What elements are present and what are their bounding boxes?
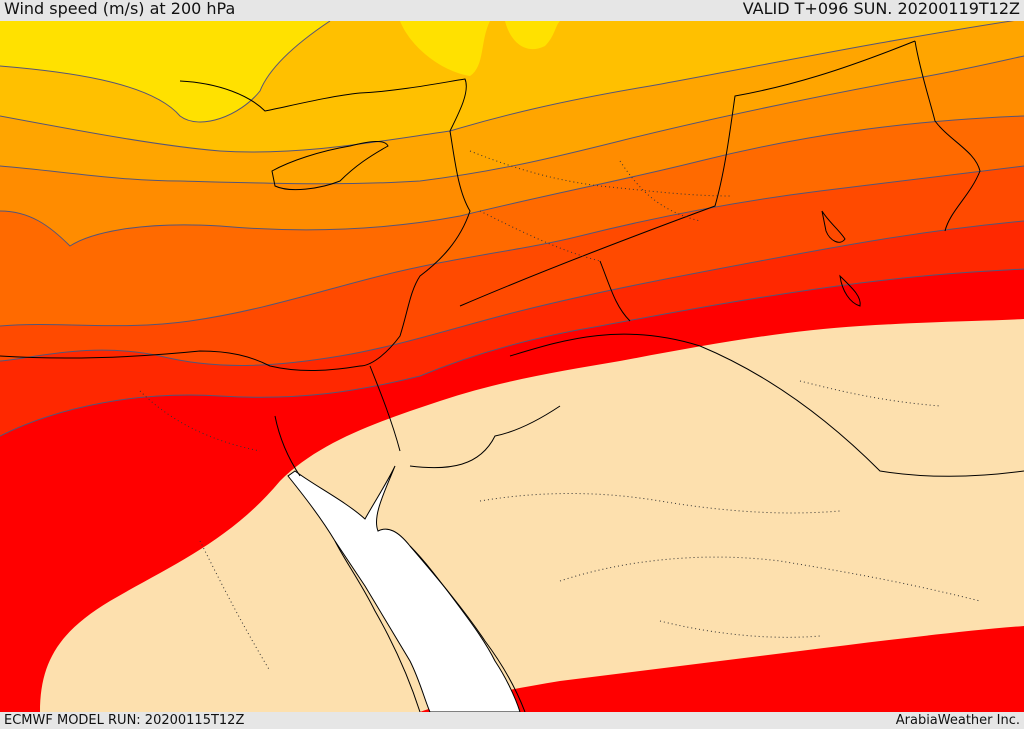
band-yellow-patch-2	[505, 21, 560, 50]
red-sea	[287, 465, 521, 713]
header-bar: Wind speed (m/s) at 200 hPa VALID T+096 …	[0, 0, 1024, 21]
valid-time: VALID T+096 SUN. 20200119T12Z	[742, 0, 1020, 18]
calm-region	[40, 319, 1024, 712]
band-yellow-patch	[400, 21, 490, 76]
brand-label: ArabiaWeather Inc.	[895, 713, 1020, 728]
map-title: Wind speed (m/s) at 200 hPa	[4, 0, 236, 18]
contours	[0, 18, 1024, 437]
footer-bar: ECMWF MODEL RUN: 20200115T12Z ArabiaWeat…	[0, 712, 1024, 729]
coastlines	[0, 40, 1024, 713]
wind-speed-map	[0, 18, 1024, 713]
map-canvas	[0, 18, 1024, 713]
admin-borders	[139, 150, 981, 672]
model-run: ECMWF MODEL RUN: 20200115T12Z	[4, 713, 245, 728]
